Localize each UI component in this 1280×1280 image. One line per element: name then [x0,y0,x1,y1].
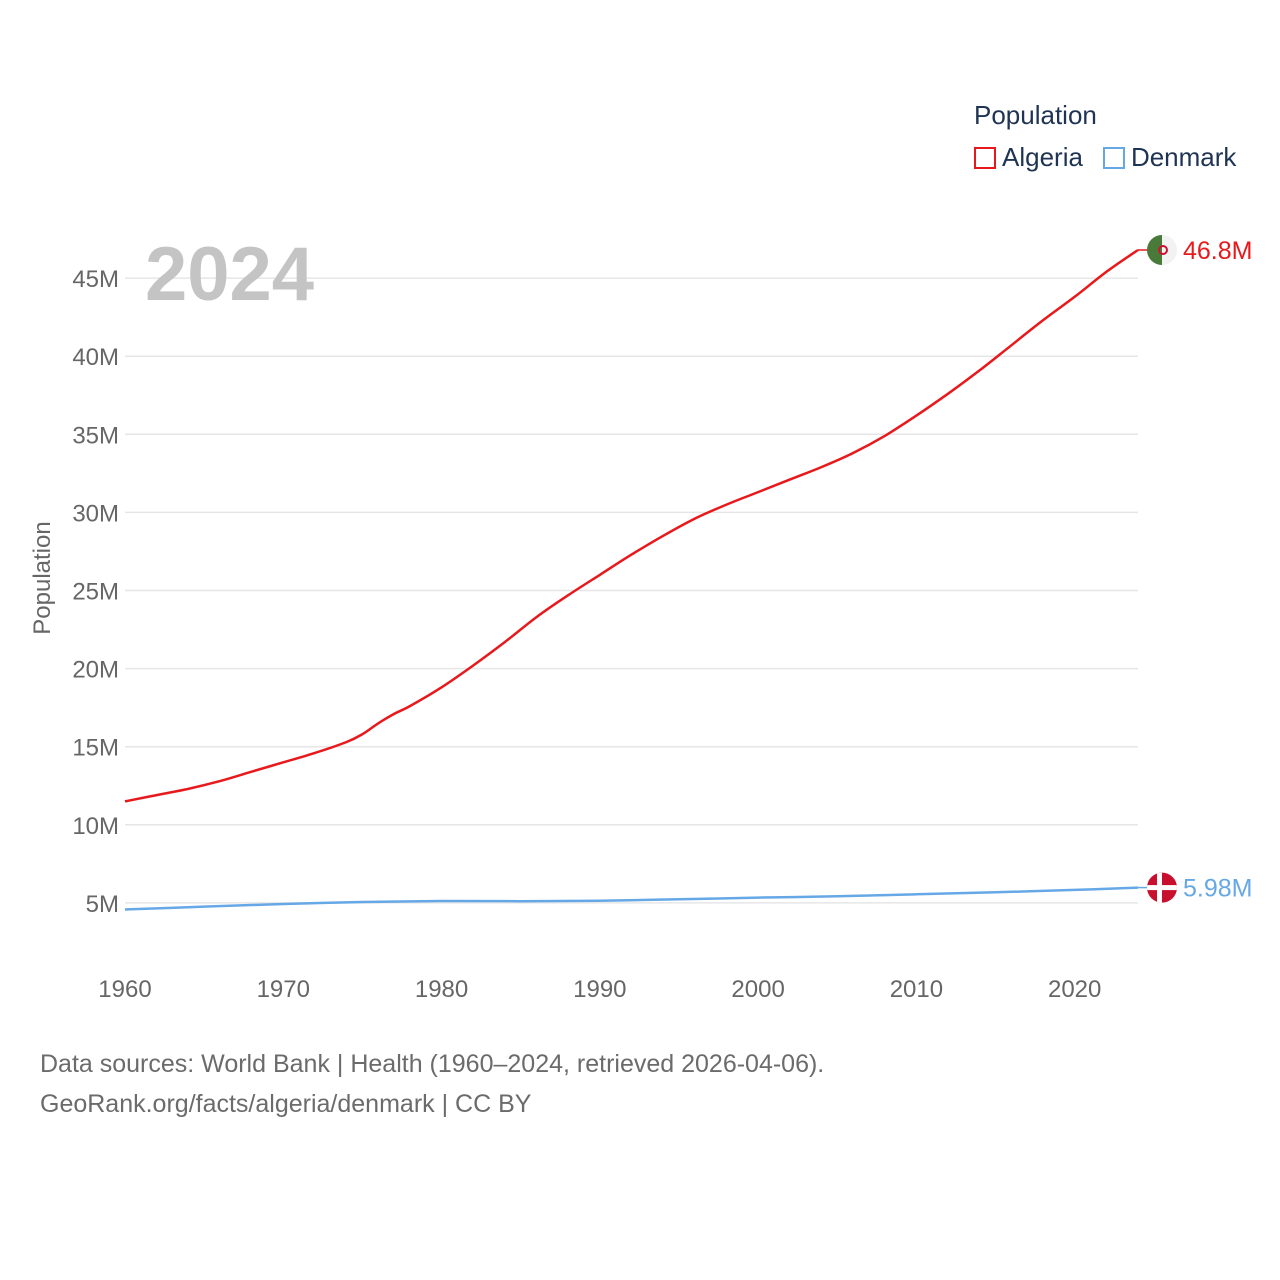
legend-swatch-denmark [1102,146,1125,169]
legend-swatch-algeria [974,146,996,169]
y-tick-label: 10M [72,813,119,840]
legend-title: Population [974,100,1097,130]
legend-item-denmark[interactable]: Denmark [1102,142,1237,173]
y-axis: 5M 10M 15M 20M 25M 30M 35M 40M 45M [72,266,119,918]
series-line-denmark [124,886,1139,911]
y-tick-label: 45M [72,266,119,293]
x-tick-label: 1960 [98,976,151,1003]
end-label-algeria: 46.8M [1183,237,1252,265]
y-tick-label: 40M [72,344,119,371]
x-tick-label: 2000 [731,976,784,1003]
source-link[interactable]: GeoRank.org/facts/algeria/denmark | CC B… [40,1090,532,1118]
y-axis-label: Population [29,521,56,634]
y-tick-label: 30M [72,500,119,527]
x-tick-label: 2020 [1048,976,1101,1003]
legend-label-algeria: Algeria [1002,142,1083,172]
series-line-algeria [124,248,1139,803]
x-axis: 1960 1970 1980 1990 2000 2010 2020 [98,976,1101,1003]
end-label-denmark: 5.98M [1183,875,1252,903]
y-tick-label: 20M [72,657,119,684]
x-tick-label: 1980 [415,976,468,1003]
x-tick-label: 1970 [257,976,310,1003]
y-tick-label: 15M [72,735,119,762]
y-tick-label: 5M [86,891,119,918]
data-sources-text: Data sources: World Bank | Health (1960–… [40,1050,825,1078]
algeria-flag-icon [1147,234,1177,265]
legend-label-denmark: Denmark [1130,142,1237,172]
denmark-flag-icon [1147,872,1177,903]
x-tick-label: 1990 [573,976,626,1003]
x-tick-label: 2010 [890,976,943,1003]
y-tick-label: 25M [72,579,119,606]
series-group [124,248,1139,911]
legend: Algeria Denmark [974,142,1256,173]
year-label: 2024 [145,232,314,317]
footer: Data sources: World Bank | Health (1960–… [40,1044,824,1124]
end-markers: 46.8M 5.98M [1138,234,1252,903]
grid-lines [125,277,1138,904]
legend-item-algeria[interactable]: Algeria [974,142,1083,173]
y-tick-label: 35M [72,422,119,449]
